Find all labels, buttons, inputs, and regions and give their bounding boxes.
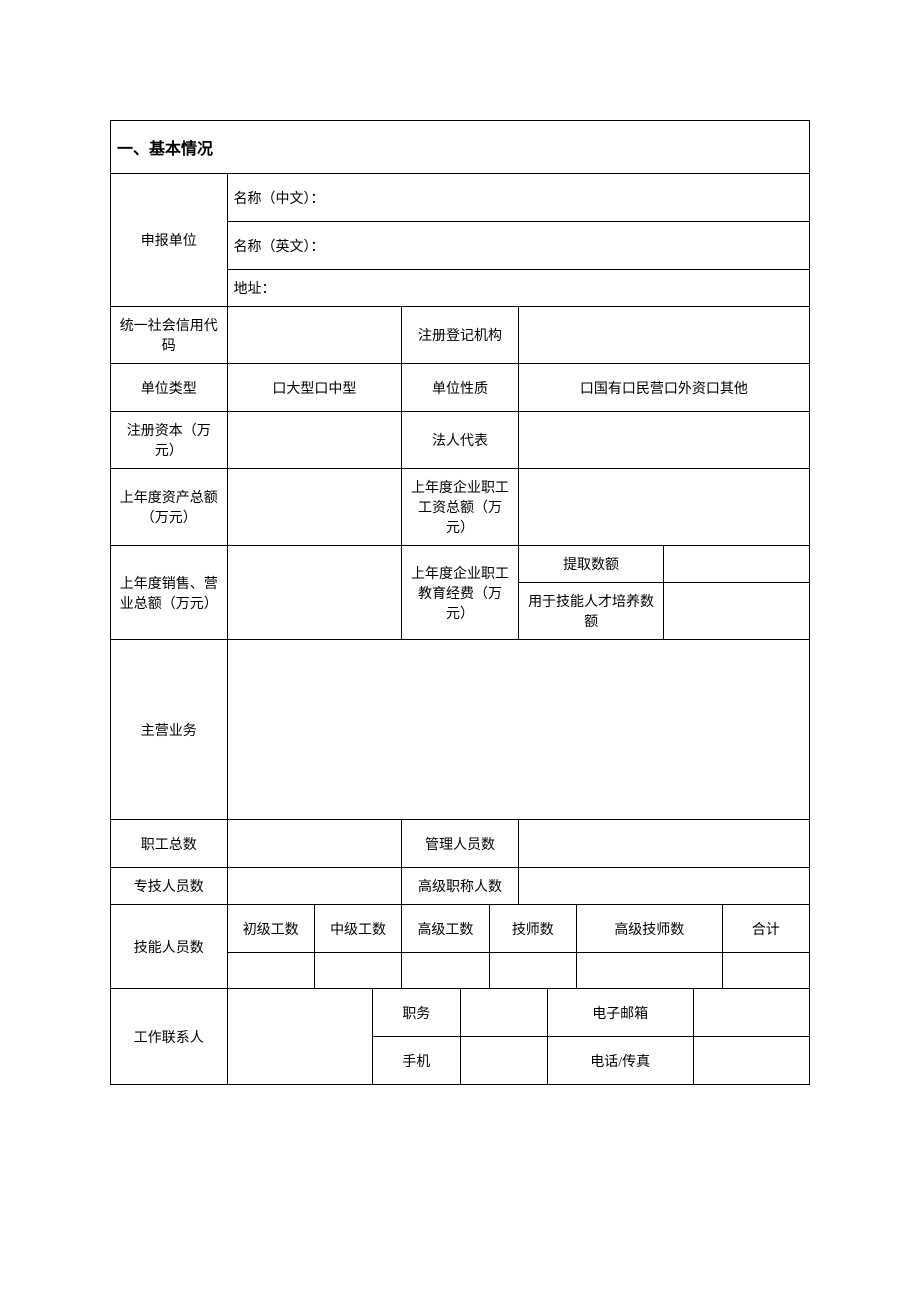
label-withdraw-amount: 提取数额 xyxy=(518,546,664,583)
label-tel-fax: 电话/传真 xyxy=(547,1037,693,1085)
value-reg-capital xyxy=(227,412,402,469)
label-mobile: 手机 xyxy=(373,1037,460,1085)
value-senior-title-count xyxy=(518,868,809,905)
label-senior-technician-count: 高级技师数 xyxy=(577,905,723,953)
label-junior-workers: 初级工数 xyxy=(227,905,314,953)
value-last-year-wages xyxy=(518,469,809,546)
value-staff-total xyxy=(227,820,402,868)
value-legal-rep xyxy=(518,412,809,469)
label-last-year-assets: 上年度资产总额（万元） xyxy=(111,469,228,546)
value-mgmt-count xyxy=(518,820,809,868)
label-total: 合计 xyxy=(722,905,809,953)
value-tel-fax xyxy=(693,1037,810,1085)
label-main-business: 主营业务 xyxy=(111,640,228,820)
label-reg-agency: 注册登记机构 xyxy=(402,307,519,364)
value-unit-nature: 口国有口民营口外资口其他 xyxy=(518,364,809,412)
label-credit-code: 统一社会信用代码 xyxy=(111,307,228,364)
value-technician-count xyxy=(489,953,576,989)
label-address: 地址： xyxy=(227,270,810,307)
value-credit-code xyxy=(227,307,402,364)
section-title: 一、基本情况 xyxy=(111,121,810,174)
label-prof-tech-count: 专技人员数 xyxy=(111,868,228,905)
label-technician-count: 技师数 xyxy=(489,905,576,953)
label-staff-total: 职工总数 xyxy=(111,820,228,868)
label-skill-train-amount: 用于技能人才培养数额 xyxy=(518,583,664,640)
value-junior-workers xyxy=(227,953,314,989)
label-unit-type: 单位类型 xyxy=(111,364,228,412)
label-name-en: 名称（英文）： xyxy=(227,222,810,270)
label-reporting-unit: 申报单位 xyxy=(111,174,228,307)
label-last-year-edu-fund: 上年度企业职工教育经费（万元） xyxy=(402,546,519,640)
label-unit-nature: 单位性质 xyxy=(402,364,519,412)
label-legal-rep: 法人代表 xyxy=(402,412,519,469)
label-last-year-wages: 上年度企业职工工资总额（万元） xyxy=(402,469,519,546)
value-mid-workers xyxy=(314,953,401,989)
value-mobile xyxy=(460,1037,547,1085)
value-email xyxy=(693,989,810,1037)
label-mid-workers: 中级工数 xyxy=(314,905,401,953)
label-skill-staff-count: 技能人员数 xyxy=(111,905,228,989)
label-position: 职务 xyxy=(373,989,460,1037)
value-senior-workers xyxy=(402,953,489,989)
value-reg-agency xyxy=(518,307,809,364)
basic-info-table: 一、基本情况 申报单位 名称（中文）： 名称（英文）： 地址： 统一社会信用代码… xyxy=(110,120,810,1085)
value-contact-person xyxy=(227,989,373,1085)
label-email: 电子邮箱 xyxy=(547,989,693,1037)
value-main-business xyxy=(227,640,810,820)
value-last-year-assets xyxy=(227,469,402,546)
label-contact-person: 工作联系人 xyxy=(111,989,228,1085)
value-prof-tech-count xyxy=(227,868,402,905)
value-senior-technician-count xyxy=(577,953,723,989)
value-skill-train-amount xyxy=(664,583,810,640)
label-name-cn: 名称（中文）： xyxy=(227,174,810,222)
label-senior-workers: 高级工数 xyxy=(402,905,489,953)
value-position xyxy=(460,989,547,1037)
value-withdraw-amount xyxy=(664,546,810,583)
label-senior-title-count: 高级职称人数 xyxy=(402,868,519,905)
label-reg-capital: 注册资本（万元） xyxy=(111,412,228,469)
value-last-year-sales xyxy=(227,546,402,640)
label-last-year-sales: 上年度销售、营业总额（万元） xyxy=(111,546,228,640)
label-mgmt-count: 管理人员数 xyxy=(402,820,519,868)
value-unit-type: 口大型口中型 xyxy=(227,364,402,412)
value-total xyxy=(722,953,809,989)
